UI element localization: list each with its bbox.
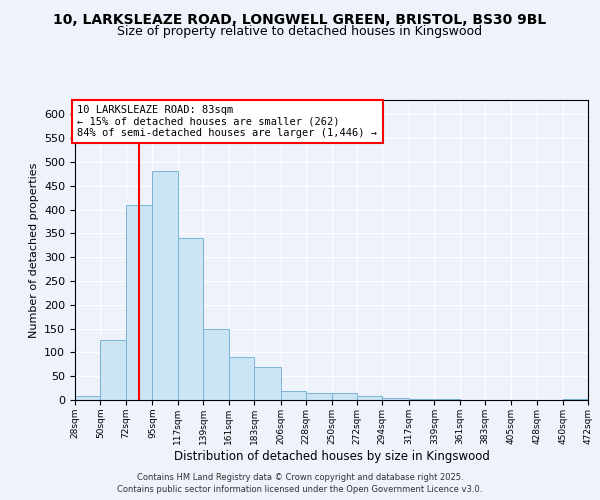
Bar [229,357,254,400]
Bar [75,396,100,400]
Bar [178,238,203,400]
Bar [254,366,281,400]
X-axis label: Distribution of detached houses by size in Kingswood: Distribution of detached houses by size … [173,450,490,462]
Text: 10 LARKSLEAZE ROAD: 83sqm
← 15% of detached houses are smaller (262)
84% of semi: 10 LARKSLEAZE ROAD: 83sqm ← 15% of detac… [77,105,377,138]
Y-axis label: Number of detached properties: Number of detached properties [29,162,38,338]
Bar [434,399,460,400]
Text: Size of property relative to detached houses in Kingswood: Size of property relative to detached ho… [118,25,482,38]
Text: 10, LARKSLEAZE ROAD, LONGWELL GREEN, BRISTOL, BS30 9BL: 10, LARKSLEAZE ROAD, LONGWELL GREEN, BRI… [53,12,547,26]
Bar [152,172,178,400]
Bar [357,396,382,400]
Bar [281,392,306,400]
Bar [203,328,229,400]
Text: Contains HM Land Registry data © Crown copyright and database right 2025.: Contains HM Land Registry data © Crown c… [137,472,463,482]
Bar [409,398,434,400]
Bar [306,393,331,400]
Text: Contains public sector information licensed under the Open Government Licence v3: Contains public sector information licen… [118,485,482,494]
Bar [126,205,152,400]
Bar [331,393,357,400]
Bar [100,340,126,400]
Bar [382,398,409,400]
Bar [563,398,588,400]
